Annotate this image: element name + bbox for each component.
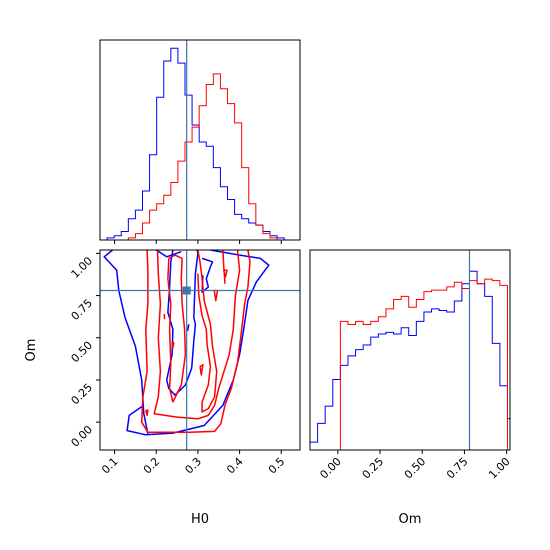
hist-h0-panel bbox=[99, 39, 301, 244]
truth-marker bbox=[182, 286, 191, 295]
hist-om-x-tick-label-2: 0.50 bbox=[402, 455, 429, 482]
hist-om-x-tick-label-1: 0.25 bbox=[360, 455, 387, 482]
hist-om-frame bbox=[309, 249, 511, 451]
scatter-panel: 0.1 0.2 0.3 0.4 0.5 0.000.250.500.751.00 H0 … bbox=[24, 249, 301, 527]
hist-h0-series bbox=[100, 47, 300, 241]
x-axis-label-om: Om bbox=[399, 512, 422, 527]
hist-om-x-tick-label-0: 0.00 bbox=[317, 455, 344, 482]
hist-h0-ticks bbox=[114, 240, 282, 244]
contour-blue-3 bbox=[155, 250, 182, 258]
contour-red-3 bbox=[197, 250, 218, 413]
contour-red-1 bbox=[153, 250, 241, 420]
scatter-x-tick-label-3: 0.4 bbox=[224, 455, 246, 477]
hist-om-series bbox=[309, 270, 511, 451]
contour-red-2 bbox=[167, 254, 187, 403]
scatter-x-tick-label-1: 0.2 bbox=[141, 455, 163, 477]
scatter-y-tick-label-2: 0.50 bbox=[69, 339, 96, 366]
contour-red-7 bbox=[223, 269, 228, 278]
contour-red-8 bbox=[213, 289, 219, 302]
hist-om-ticks: 0.00 0.25 0.50 0.75 1.00 bbox=[317, 450, 513, 482]
contour-blue-2 bbox=[165, 250, 199, 396]
scatter-y-ticks: 0.00 0.25 0.50 0.75 1.00 bbox=[69, 252, 100, 450]
contour-blue-1 bbox=[126, 250, 270, 436]
scatter-y-tick-label-1: 0.25 bbox=[69, 381, 96, 408]
scatter-y-tick-label-4: 1.00 bbox=[69, 254, 96, 281]
contour-red-0 bbox=[140, 250, 251, 434]
contour-red-4 bbox=[222, 250, 226, 284]
scatter-x-ticks: 0.1 0.2 0.3 0.4 0.5 bbox=[99, 450, 287, 476]
hist-om-x-tick-label-3: 0.75 bbox=[444, 455, 471, 482]
contour-red-9 bbox=[171, 342, 175, 349]
contour-blue-5 bbox=[186, 324, 190, 332]
y-axis-label-om: Om bbox=[24, 339, 39, 362]
x-axis-label-h0: H0 bbox=[191, 512, 209, 527]
contour-red-5 bbox=[145, 409, 149, 417]
hist-h0-blue-step bbox=[100, 47, 300, 241]
hist-om-x-tick-label-4: 1.00 bbox=[486, 455, 513, 482]
hist-h0-frame bbox=[99, 39, 301, 241]
scatter-y-tick-label-0: 0.00 bbox=[69, 423, 96, 450]
scatter-y-tick-label-3: 0.75 bbox=[69, 296, 96, 323]
contour-red-6 bbox=[199, 364, 204, 376]
scatter-x-tick-label-4: 0.5 bbox=[266, 455, 288, 477]
scatter-x-tick-label-0: 0.1 bbox=[99, 455, 121, 477]
contour-layer bbox=[103, 250, 270, 436]
hist-om-red-step bbox=[310, 278, 510, 451]
scatter-frame bbox=[99, 249, 301, 451]
hist-om-panel: 0.00 0.25 0.50 0.75 1.00 Om bbox=[309, 249, 513, 527]
scatter-x-tick-label-2: 0.3 bbox=[182, 455, 204, 477]
contour-blue-4 bbox=[201, 257, 214, 293]
hist-h0-red-step bbox=[100, 73, 300, 241]
